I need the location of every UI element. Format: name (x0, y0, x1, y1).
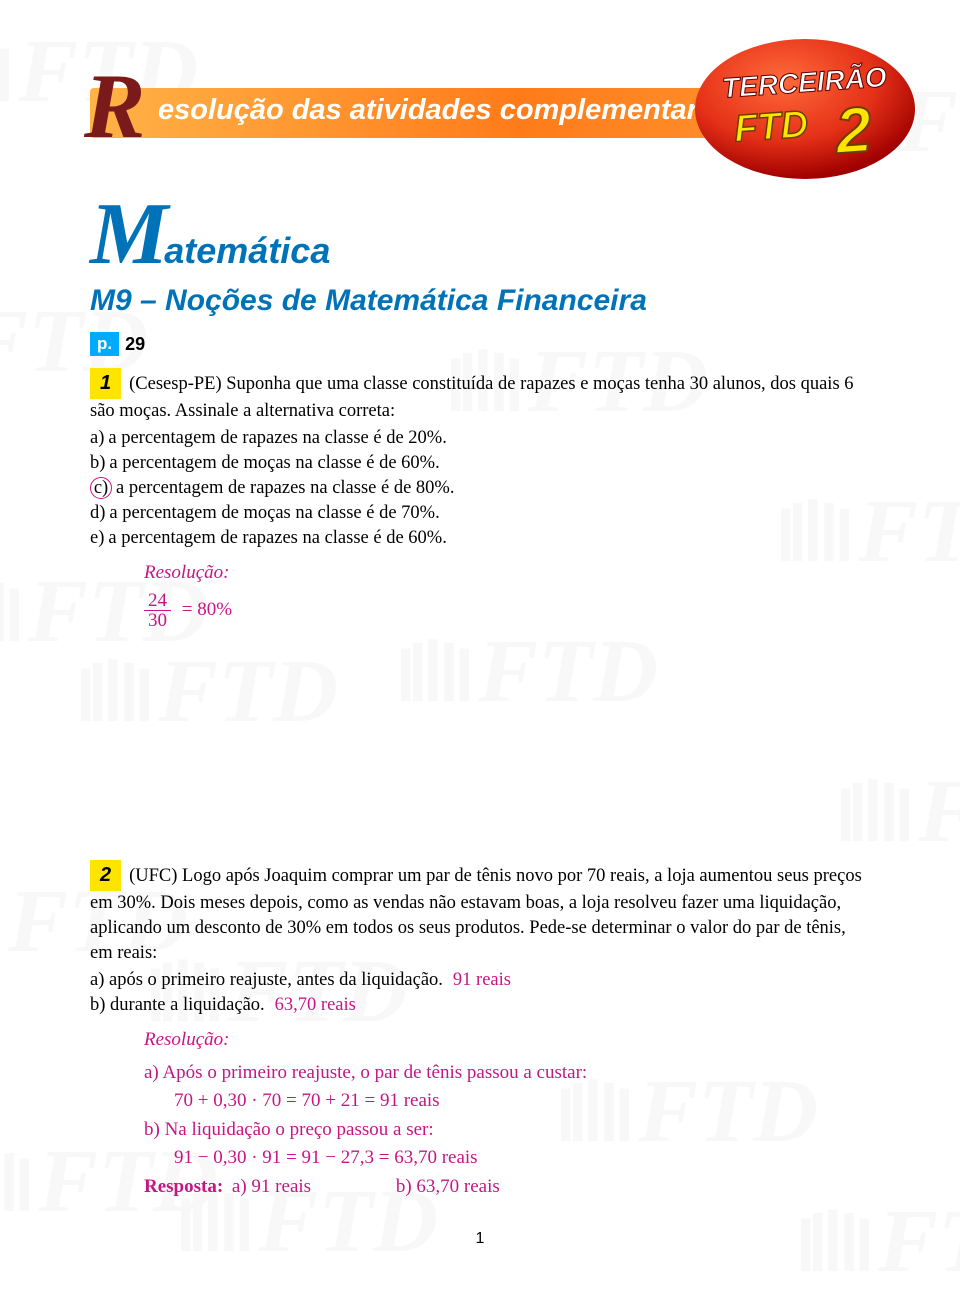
resposta-label: Resposta: (144, 1176, 223, 1197)
res-line-a2: 70 + 0,30 · 70 = 70 + 21 = 91 reais (144, 1087, 870, 1116)
page-reference: p. 29 (90, 332, 145, 356)
module-title: M9 – Noções de Matemática Financeira (90, 284, 870, 318)
resolution-1: Resolução: 24 30 = 80% (90, 559, 870, 631)
resolution-2: Resolução: a) Após o primeiro reajuste, … (90, 1026, 870, 1201)
alt-a: a)a percentagem de rapazes na classe é d… (90, 426, 870, 451)
alt-e: e)a percentagem de rapazes na classe é d… (90, 526, 870, 551)
question-number: 1 (90, 368, 121, 399)
badge-number: 2 (832, 93, 874, 167)
resolution-title: Resolução: (144, 559, 870, 588)
fraction: 24 30 (144, 591, 171, 630)
header-title: esolução das atividades complementares (158, 94, 730, 127)
subject-block: Matemática M9 – Noções de Matemática Fin… (90, 200, 870, 356)
header-cap-letter: R (84, 60, 145, 152)
resolution-frac: 24 30 = 80% (144, 591, 870, 630)
subject-cap: M (90, 200, 168, 270)
res-line-b1: b) Na liquidação o preço passou a ser: (144, 1116, 870, 1145)
page-content: R esolução das atividades complementares… (0, 0, 960, 1201)
resposta-b: b) 63,70 reais (396, 1176, 500, 1197)
header-band: R esolução das atividades complementares… (90, 70, 870, 180)
resolution-title: Resolução: (144, 1026, 870, 1055)
question-2: 2(UFC) Logo após Joaquim comprar um par … (90, 860, 870, 1201)
alternatives: a)a percentagem de rapazes na classe é d… (90, 426, 870, 551)
res-line-a1: a) Após o primeiro reajuste, o par de tê… (144, 1059, 870, 1088)
resposta-a: a) 91 reais (232, 1176, 311, 1197)
page-ref-number: 29 (125, 334, 145, 355)
parts: a) após o primeiro reajuste, antes da li… (90, 968, 870, 1018)
terceirao-badge: TERCEIRÃO FTD 2 (690, 34, 920, 184)
badge-brand: FTD (733, 104, 810, 151)
alt-c-correct: c)a percentagem de rapazes na classe é d… (90, 476, 870, 501)
question-stem: (UFC) Logo após Joaquim comprar um par d… (90, 866, 862, 963)
subject-name: atemática (164, 230, 330, 272)
question-stem: (Cesesp-PE) Suponha que uma classe const… (90, 374, 854, 421)
page-ref-label: p. (90, 332, 119, 356)
fraction-result: = 80% (182, 599, 232, 620)
part-b-answer: 63,70 reais (275, 995, 356, 1015)
res-line-b2: 91 − 0,30 · 91 = 91 − 27,3 = 63,70 reais (144, 1144, 870, 1173)
alt-d: d)a percentagem de moças na classe é de … (90, 501, 870, 526)
part-a: a) após o primeiro reajuste, antes da li… (90, 968, 870, 993)
question-number: 2 (90, 860, 121, 891)
page-number: 1 (0, 1230, 960, 1248)
part-b: b) durante a liquidação.63,70 reais (90, 993, 870, 1018)
resposta-line: Resposta: a) 91 reais b) 63,70 reais (144, 1173, 870, 1202)
question-1: 1(Cesesp-PE) Suponha que uma classe cons… (90, 368, 870, 630)
alt-b: b)a percentagem de moças na classe é de … (90, 451, 870, 476)
part-a-answer: 91 reais (453, 970, 511, 990)
